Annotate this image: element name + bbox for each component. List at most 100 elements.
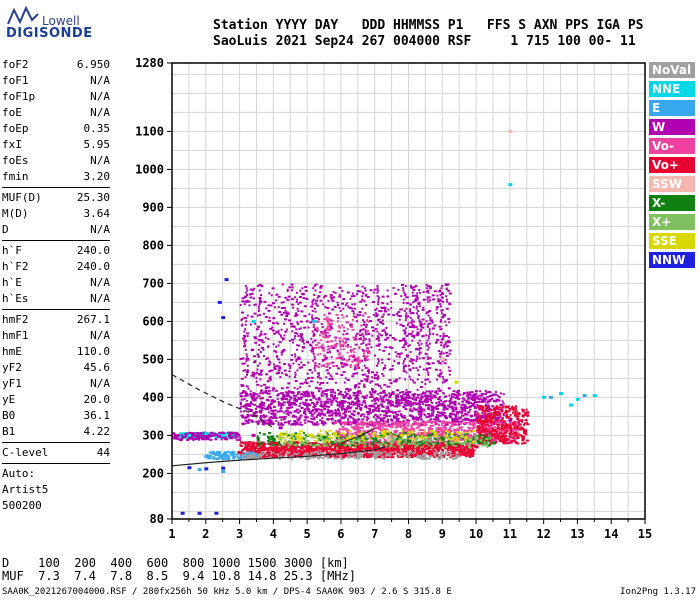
echo-dot [406,436,410,439]
echo-dot [299,414,303,417]
echo-dot [300,423,304,426]
echo-dot [262,391,266,394]
echo-dot [256,421,260,424]
echo-dot [396,399,399,402]
echo-dot [498,428,501,431]
echo-dot [513,413,516,416]
echo-dot [435,447,438,450]
echo-dot [273,415,277,418]
echo-dot [383,422,387,425]
echo-dot [474,389,478,392]
echo-dot [466,391,469,394]
echo-dot [323,449,326,452]
echo-dot [477,412,480,415]
echo-dot [392,434,395,437]
echo-dot [246,449,250,452]
echo-dot [383,452,386,455]
echo-dot [352,394,355,397]
echo-dot [366,413,370,416]
echo-dot [267,389,271,392]
param-key: fmin [2,170,29,183]
echo-dot [297,396,301,399]
echo-dot [367,432,371,435]
echo-dot [410,430,414,433]
echo-dot [499,422,503,425]
param-row-fmin: fmin 3.20 [2,169,110,185]
echo-dot [418,450,422,453]
echo-dot [415,439,418,442]
echo-dot [418,443,422,446]
echo-dot [475,418,478,421]
echo-dot [262,441,265,444]
echo-dot [397,456,400,459]
y-tick-label: 700 [142,276,164,290]
echo-dot [388,400,392,403]
echo-dot [336,409,340,412]
echo-dot [446,449,449,452]
echo-dot [441,413,445,416]
echo-dot [341,408,344,411]
echo-dot [303,392,306,395]
echo-dot [373,432,377,435]
echo-dot [233,435,237,438]
echo-dot [413,428,416,431]
echo-dot [427,437,430,440]
echo-dot [497,408,500,411]
echo-dot [491,405,495,408]
echo-dot [367,448,370,451]
echo-dot [405,443,409,446]
echo-dot [430,399,433,402]
echo-dot [348,448,352,451]
echo-dot [282,443,286,446]
echo-dot [249,393,252,396]
echo-dot [241,416,245,419]
echo-dot [292,414,296,417]
echo-dot [435,429,439,432]
echo-dot [495,441,498,444]
autoscale-version: 500200 [2,499,42,512]
echo-dot [449,402,453,405]
echo-dot [260,397,264,400]
echo-dot [323,440,326,443]
echo-dot [394,451,397,454]
echo-dot [320,402,323,405]
echo-dot [242,441,246,444]
echo-dot [239,402,242,405]
echo-dot [510,422,514,425]
echo-dot [432,442,436,445]
echo-dot [248,441,251,444]
echo-dot [509,424,512,427]
echo-dot [206,435,210,438]
echo-dot [241,391,244,394]
echo-dot [287,394,290,397]
echo-dot [492,415,496,418]
echo-dot [370,443,373,446]
echo-dot [487,413,491,416]
echo-dot [310,391,313,394]
echo-dot [430,446,433,449]
echo-dot [445,395,448,398]
echo-dot [394,402,398,405]
echo-dot [320,394,324,397]
echo-dot [338,401,342,404]
echo-dot [449,436,453,439]
echo-dot [355,396,359,399]
echo-dot [244,391,247,394]
echo-dot [405,439,408,442]
echo-dot [469,405,473,408]
echo-dot [381,426,384,429]
echo-dot [341,425,344,428]
echo-dot [216,435,219,438]
echo-dot [173,437,177,440]
echo-dot [264,390,268,393]
echo-dot [389,424,393,427]
echo-dot [273,412,277,415]
echo-dot [291,446,295,449]
echo-dot [362,456,365,459]
echo-dot [430,451,434,454]
echo-dot [345,435,348,438]
echo-dot [325,392,328,395]
echo-dot [270,442,274,445]
echo-dot [386,449,389,452]
echo-dot [283,411,286,414]
